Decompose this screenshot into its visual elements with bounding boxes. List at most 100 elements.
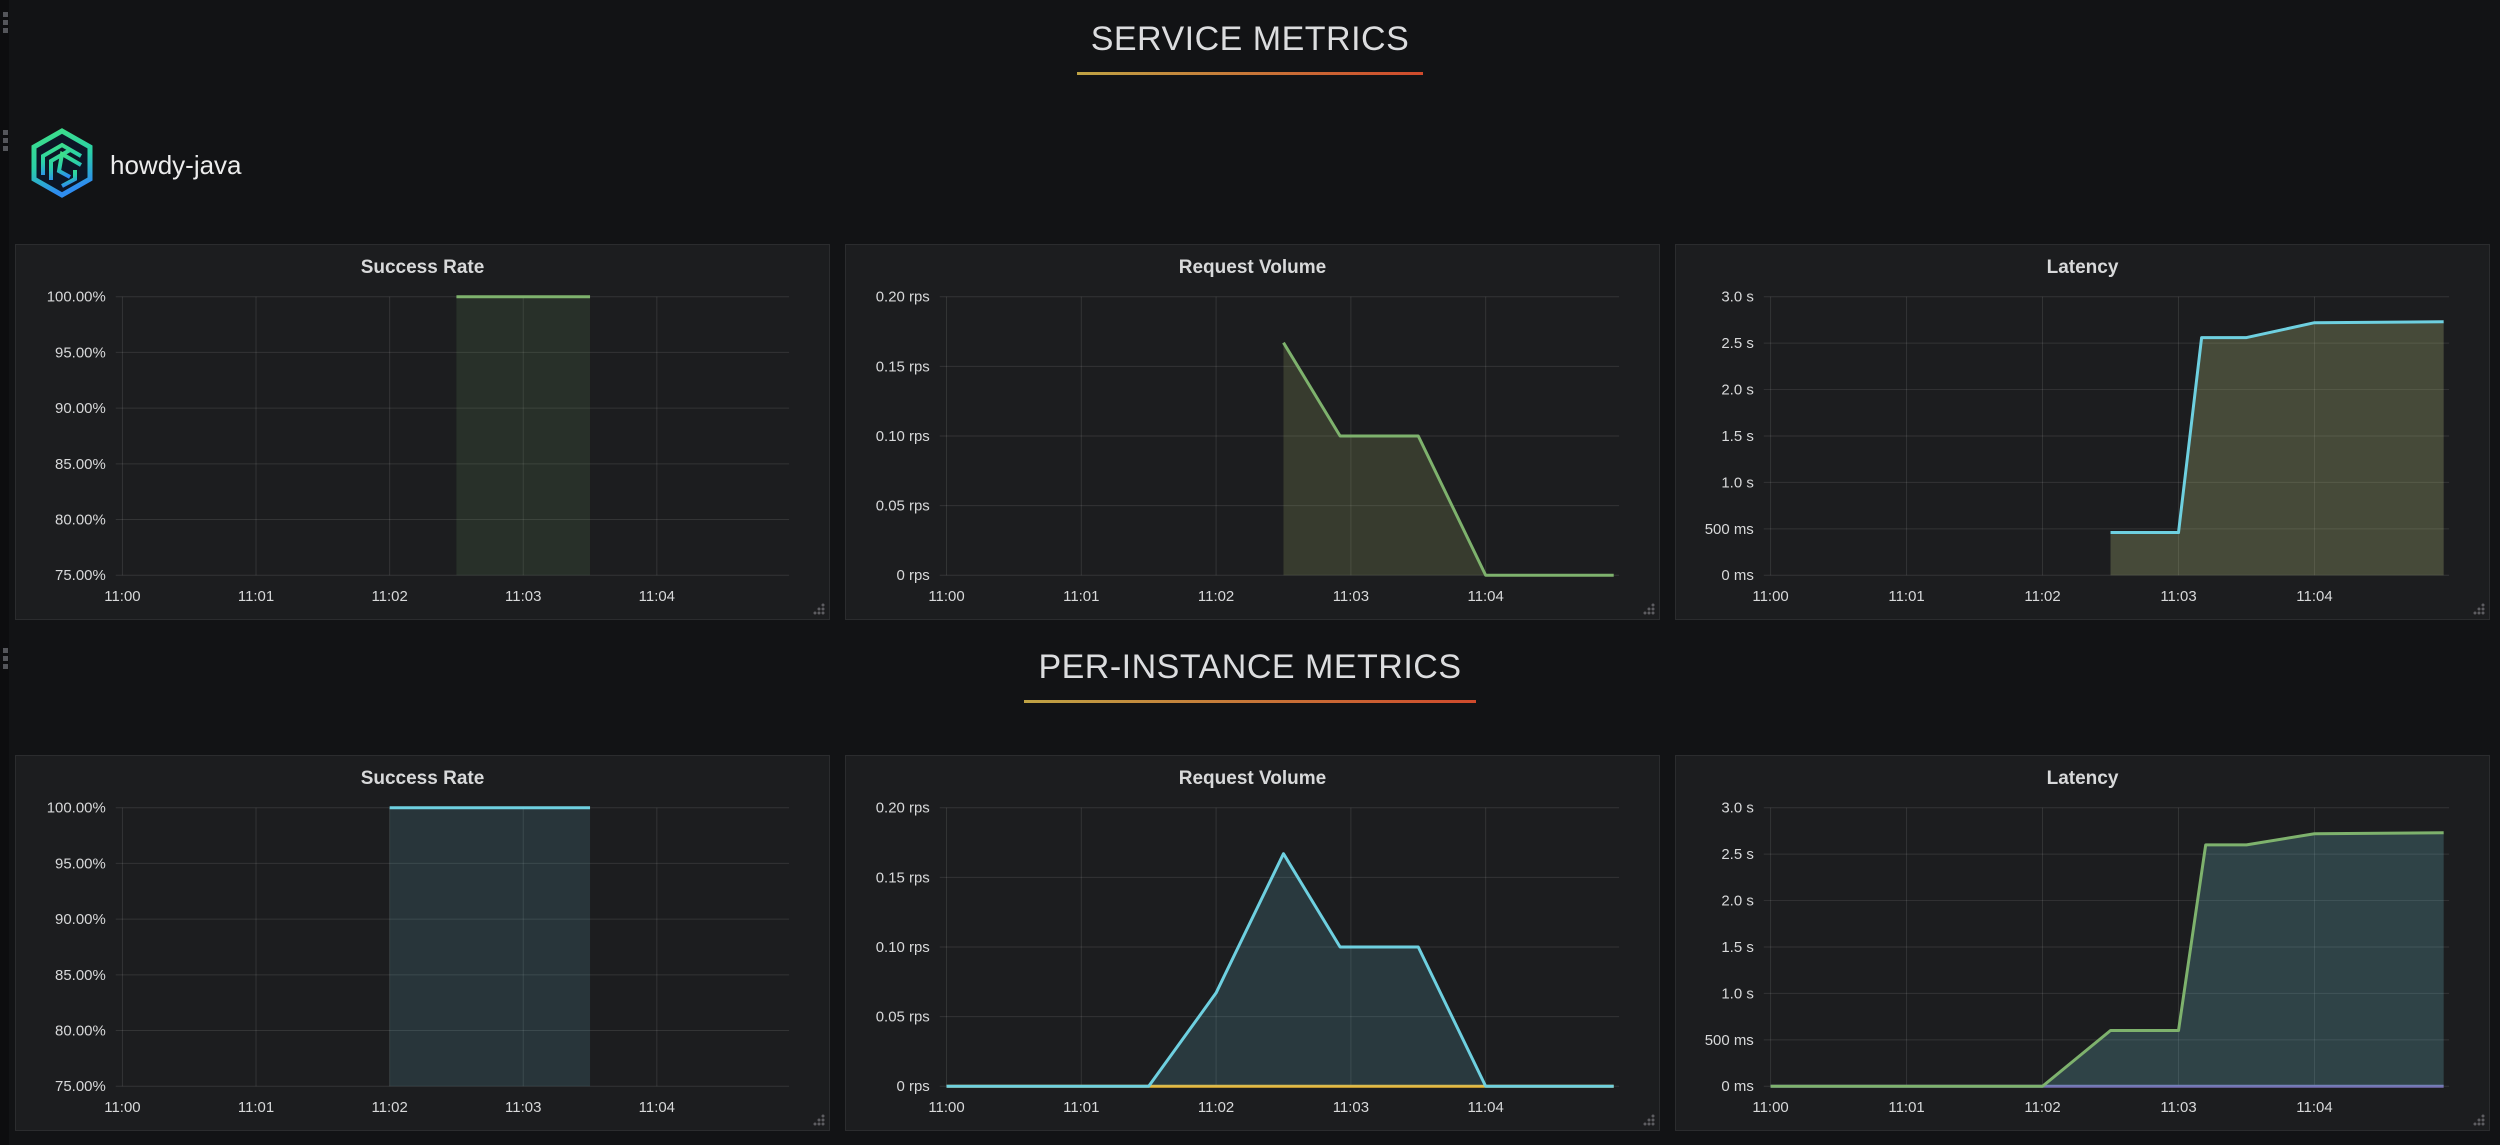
- svg-text:80.00%: 80.00%: [55, 1023, 106, 1040]
- panel-title[interactable]: Request Volume: [1178, 257, 1327, 278]
- panel-request-volume-service: Request Volume 0.20 rps 0.15 rps 0.10 rps 0…: [845, 244, 1660, 620]
- section-title-service: SERVICE METRICS: [1076, 20, 1424, 75]
- svg-text:75.00%: 75.00%: [55, 1078, 106, 1095]
- latency-chart-instance[interactable]: 3.0 s 2.5 s 2.0 s 1.5 s 1.0 s 500 ms 0 ms 11:00…: [1676, 756, 2489, 1130]
- svg-text:90.00%: 90.00%: [55, 911, 106, 928]
- svg-text:11:00: 11:00: [928, 588, 964, 605]
- svg-text:11:02: 11:02: [2024, 1099, 2060, 1116]
- svg-text:1.5 s: 1.5 s: [1721, 939, 1753, 956]
- service-name-label[interactable]: howdy-java: [110, 150, 242, 180]
- panel-title[interactable]: Latency: [2046, 768, 2119, 789]
- svg-text:11:03: 11:03: [2160, 1099, 2196, 1116]
- panel-title[interactable]: Success Rate: [360, 257, 485, 278]
- svg-text:85.00%: 85.00%: [55, 967, 106, 984]
- svg-text:0.15 rps: 0.15 rps: [876, 869, 930, 886]
- panel-title[interactable]: Success Rate: [360, 768, 485, 789]
- section-header-instance: PER-INSTANCE METRICS: [0, 648, 2500, 703]
- svg-text:0.10 rps: 0.10 rps: [876, 939, 930, 956]
- panel-resize-handle[interactable]: [810, 1111, 826, 1127]
- svg-text:2.0 s: 2.0 s: [1721, 893, 1753, 910]
- panel-resize-handle[interactable]: [1640, 1111, 1656, 1127]
- section-title-instance: PER-INSTANCE METRICS: [1024, 648, 1476, 703]
- panel-success-rate-service: Success Rate 100.00% 95.00% 90.00% 85.00% 80…: [15, 244, 830, 620]
- svg-text:500 ms: 500 ms: [1705, 521, 1754, 538]
- svg-text:500 ms: 500 ms: [1705, 1032, 1754, 1049]
- page-left-edge: [0, 0, 9, 1145]
- svg-text:11:03: 11:03: [505, 588, 541, 605]
- svg-text:11:02: 11:02: [371, 1099, 407, 1116]
- svg-text:11:03: 11:03: [1333, 588, 1369, 605]
- panel-resize-handle[interactable]: [2470, 1111, 2486, 1127]
- svg-text:100.00%: 100.00%: [47, 289, 106, 306]
- svg-text:11:01: 11:01: [1063, 588, 1099, 605]
- panel-resize-handle[interactable]: [2470, 600, 2486, 616]
- svg-text:0 rps: 0 rps: [897, 567, 930, 584]
- service-logo-icon: [30, 128, 94, 203]
- svg-text:2.5 s: 2.5 s: [1721, 846, 1753, 863]
- svg-text:11:04: 11:04: [1467, 588, 1503, 605]
- svg-text:0 ms: 0 ms: [1721, 567, 1753, 584]
- svg-text:11:01: 11:01: [1063, 1099, 1099, 1116]
- svg-text:0.05 rps: 0.05 rps: [876, 498, 930, 515]
- panel-latency-instance: Latency 3.0 s 2.5 s 2.0 s 1.5 s 1.0 s 500 ms 0…: [1675, 755, 2490, 1131]
- row-drag-handle[interactable]: [3, 12, 8, 17]
- svg-text:11:04: 11:04: [1467, 1099, 1503, 1116]
- svg-text:11:00: 11:00: [104, 588, 140, 605]
- panel-latency-service: Latency 3.0 s 2.5 s 2.0 s 1.5 s 1.0 s 500 ms 0…: [1675, 244, 2490, 620]
- svg-text:11:03: 11:03: [1333, 1099, 1369, 1116]
- svg-text:3.0 s: 3.0 s: [1721, 289, 1753, 306]
- svg-text:11:04: 11:04: [2296, 588, 2332, 605]
- svg-text:0.05 rps: 0.05 rps: [876, 1009, 930, 1026]
- panel-request-volume-instance: Request Volume 0.20 rps 0.15 rps 0.10 rps 0…: [845, 755, 1660, 1131]
- row-drag-handle[interactable]: [3, 648, 8, 653]
- svg-text:75.00%: 75.00%: [55, 567, 106, 584]
- service-row-label: howdy-java: [30, 128, 242, 203]
- svg-text:11:01: 11:01: [1888, 588, 1924, 605]
- panel-resize-handle[interactable]: [810, 600, 826, 616]
- svg-text:11:04: 11:04: [2296, 1099, 2332, 1116]
- section-header-service: SERVICE METRICS: [0, 20, 2500, 75]
- svg-text:0.10 rps: 0.10 rps: [876, 428, 930, 445]
- svg-text:1.0 s: 1.0 s: [1721, 985, 1753, 1002]
- svg-text:11:00: 11:00: [104, 1099, 140, 1116]
- svg-text:95.00%: 95.00%: [55, 344, 106, 361]
- svg-text:3.0 s: 3.0 s: [1721, 800, 1753, 817]
- svg-text:0 ms: 0 ms: [1721, 1078, 1753, 1095]
- svg-text:80.00%: 80.00%: [55, 512, 106, 529]
- svg-text:11:01: 11:01: [238, 1099, 274, 1116]
- svg-text:85.00%: 85.00%: [55, 456, 106, 473]
- svg-text:11:01: 11:01: [1888, 1099, 1924, 1116]
- svg-text:100.00%: 100.00%: [47, 800, 106, 817]
- request-volume-chart-service[interactable]: 0.20 rps 0.15 rps 0.10 rps 0.05 rps 0 rps 11:…: [846, 245, 1659, 619]
- svg-text:0.20 rps: 0.20 rps: [876, 289, 930, 306]
- latency-chart-service[interactable]: 3.0 s 2.5 s 2.0 s 1.5 s 1.0 s 500 ms 0 ms 11:00…: [1676, 245, 2489, 619]
- svg-text:11:03: 11:03: [2160, 588, 2196, 605]
- svg-text:11:04: 11:04: [639, 588, 675, 605]
- svg-text:11:00: 11:00: [1752, 588, 1788, 605]
- svg-text:1.0 s: 1.0 s: [1721, 474, 1753, 491]
- svg-text:11:00: 11:00: [1752, 1099, 1788, 1116]
- svg-text:11:02: 11:02: [371, 588, 407, 605]
- success-rate-chart-service[interactable]: 100.00% 95.00% 90.00% 85.00% 80.00% 75.00% 11:…: [16, 245, 829, 619]
- svg-text:11:03: 11:03: [505, 1099, 541, 1116]
- row-drag-handle[interactable]: [3, 130, 8, 135]
- svg-text:11:00: 11:00: [928, 1099, 964, 1116]
- svg-text:2.0 s: 2.0 s: [1721, 382, 1753, 399]
- panel-title[interactable]: Request Volume: [1178, 768, 1327, 789]
- svg-text:11:02: 11:02: [2024, 588, 2060, 605]
- svg-text:11:02: 11:02: [1198, 588, 1234, 605]
- svg-text:95.00%: 95.00%: [55, 855, 106, 872]
- request-volume-chart-instance[interactable]: 0.20 rps 0.15 rps 0.10 rps 0.05 rps 0 rps 11:…: [846, 756, 1659, 1130]
- svg-text:11:02: 11:02: [1198, 1099, 1234, 1116]
- svg-text:11:01: 11:01: [238, 588, 274, 605]
- svg-text:1.5 s: 1.5 s: [1721, 428, 1753, 445]
- svg-text:0.20 rps: 0.20 rps: [876, 800, 930, 817]
- panel-resize-handle[interactable]: [1640, 600, 1656, 616]
- panel-success-rate-instance: Success Rate 100.00% 95.00% 90.00% 85.00% 80…: [15, 755, 830, 1131]
- svg-text:0 rps: 0 rps: [897, 1078, 930, 1095]
- success-rate-chart-instance[interactable]: 100.00% 95.00% 90.00% 85.00% 80.00% 75.00% 11:…: [16, 756, 829, 1130]
- svg-text:2.5 s: 2.5 s: [1721, 335, 1753, 352]
- svg-text:0.15 rps: 0.15 rps: [876, 358, 930, 375]
- panel-title[interactable]: Latency: [2046, 257, 2119, 278]
- svg-text:90.00%: 90.00%: [55, 400, 106, 417]
